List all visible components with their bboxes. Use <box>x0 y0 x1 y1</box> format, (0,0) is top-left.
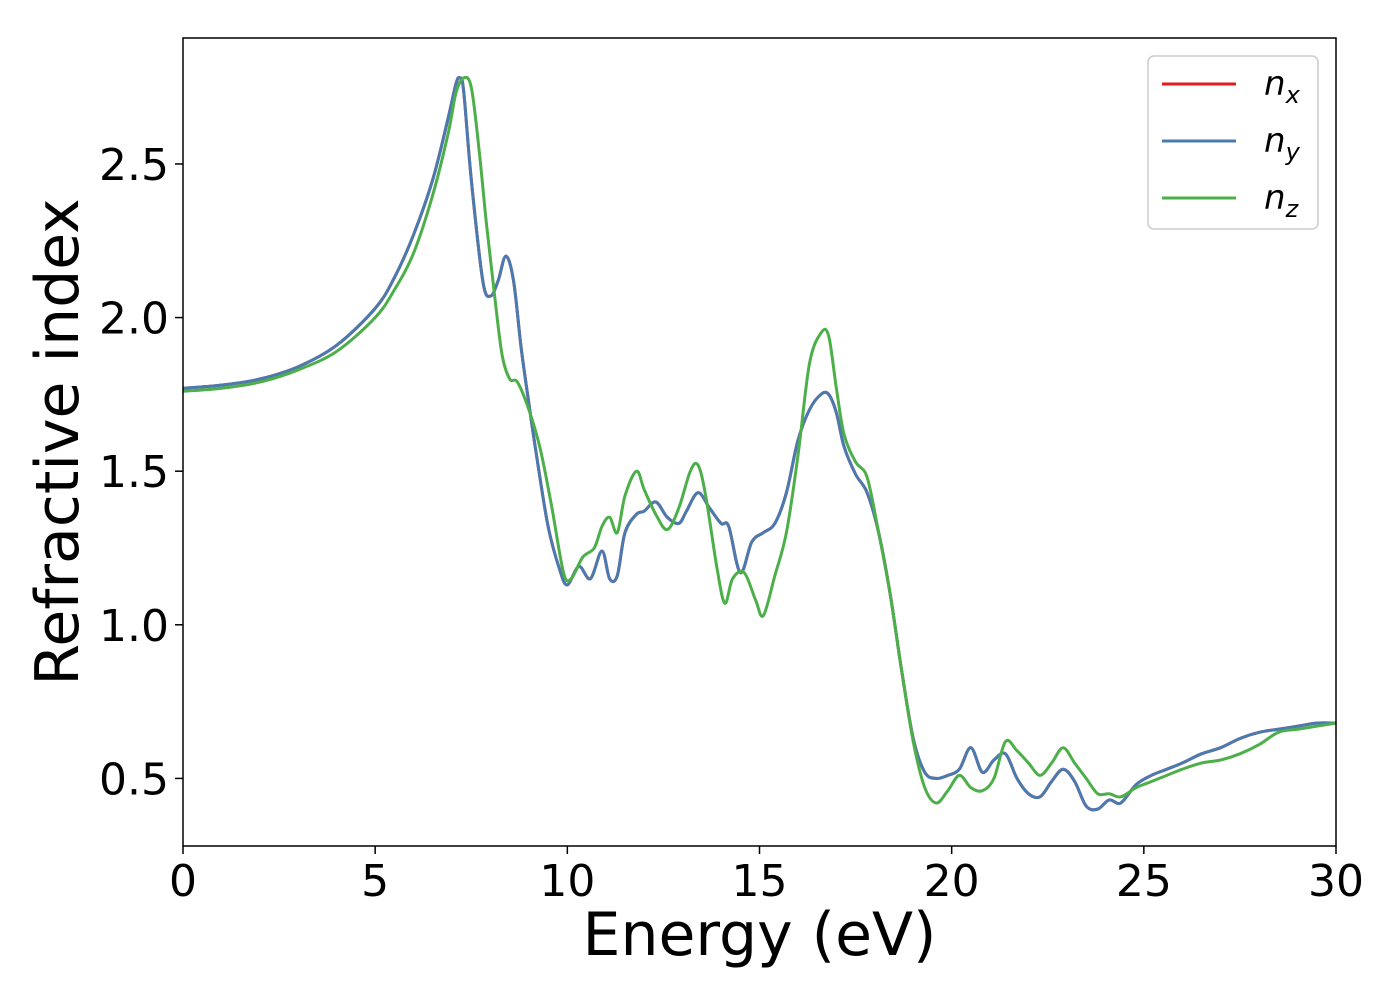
ticks-layer: 0 5 10 15 20 25 30 0.5 1.0 1.5 2.0 2.5 <box>99 140 1364 907</box>
x-tick-label: 25 <box>1116 856 1172 907</box>
series-line-z <box>183 75 1336 805</box>
y-tick-label: 0.5 <box>99 754 169 805</box>
y-axis-label: Refractive index <box>23 198 93 685</box>
y-tick-label: 1.0 <box>99 601 169 652</box>
y-tick-label: 2.5 <box>99 140 169 191</box>
y-tick-label: 1.5 <box>99 447 169 498</box>
y-tick-label: 2.0 <box>99 294 169 345</box>
x-tick-label: 10 <box>539 856 595 907</box>
series-line-y <box>183 76 1336 812</box>
x-tick-label: 30 <box>1308 856 1364 907</box>
x-tick-label: 15 <box>732 856 788 907</box>
x-tick-label: 5 <box>361 856 389 907</box>
x-tick-label: 20 <box>924 856 980 907</box>
series-layer <box>183 75 1336 812</box>
x-tick-label: 0 <box>169 856 197 907</box>
x-axis-label: Energy (eV) <box>583 900 937 970</box>
